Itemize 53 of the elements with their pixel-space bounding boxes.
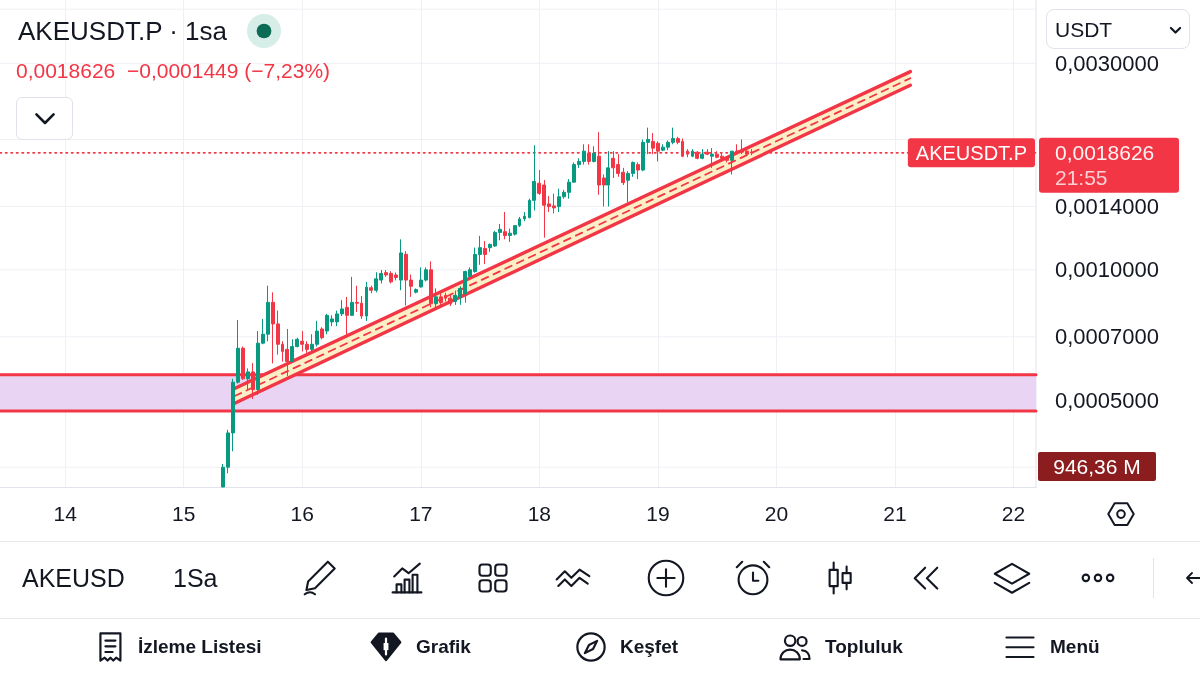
text: Grafik — [416, 635, 471, 659]
x-tick-label: 17 — [409, 502, 433, 525]
x-tick-label: 19 — [646, 502, 670, 525]
select-field: USDT — [1046, 9, 1190, 49]
candlestick — [365, 281, 368, 322]
text: AKEUSD — [22, 563, 125, 593]
text: 1Sa — [173, 563, 218, 593]
candlestick — [439, 290, 443, 308]
y-tick-label: 0,0007000 — [1055, 324, 1159, 350]
x-tick-label: 21 — [883, 502, 907, 525]
candlestick — [429, 260, 433, 308]
candlestick — [345, 296, 349, 339]
candlestick — [246, 367, 250, 391]
candlestick — [483, 240, 487, 265]
x-tick-label: 16 — [290, 502, 314, 525]
candlestick — [414, 287, 418, 294]
y-tick-label: 0,0005000 — [1055, 387, 1159, 413]
candlestick — [285, 328, 289, 377]
candlestick — [503, 211, 507, 240]
candlestick — [523, 211, 526, 222]
candlestick — [350, 276, 354, 317]
candlestick — [730, 150, 734, 176]
x-tick-label: 20 — [764, 502, 789, 525]
text: Menü — [1050, 635, 1100, 659]
text: 946,36 M — [1038, 452, 1156, 481]
x-tick-label: 18 — [527, 502, 552, 525]
x-tick-label: 14 — [53, 502, 78, 525]
candlestick — [636, 161, 640, 180]
ref-line-label: AKEUSDT.P — [915, 141, 1027, 164]
candlestick — [399, 238, 403, 291]
candlestick — [710, 147, 714, 169]
x-tick-label: 22 — [1001, 502, 1026, 525]
text: 0,0018626 — [1055, 141, 1155, 165]
text: 21:55 — [1055, 166, 1108, 190]
y-tick-label: 0,0010000 — [1055, 257, 1159, 283]
candlestick — [592, 145, 596, 163]
candlestick — [691, 148, 694, 158]
text: Topluluk — [825, 635, 903, 659]
x-tick-label: 15 — [172, 502, 196, 525]
text: 0,0018626 −0,0001449 (−7,23%) — [16, 59, 331, 83]
text: AKEUSDT.P · 1sa — [18, 15, 228, 47]
y-tick-label: 0,0014000 — [1055, 194, 1159, 220]
candlestick — [587, 143, 591, 166]
candlestick — [700, 148, 704, 160]
candlestick — [606, 150, 610, 208]
y-tick-label: 0,0030000 — [1055, 50, 1159, 76]
text: İzleme Listesi — [138, 635, 262, 659]
candlestick — [434, 287, 438, 308]
y-axis-title: USDT — [1055, 18, 1113, 42]
text: Keşfet — [620, 635, 679, 659]
candlestick — [320, 326, 324, 340]
candlestick — [369, 285, 373, 294]
candlestick — [448, 293, 452, 307]
